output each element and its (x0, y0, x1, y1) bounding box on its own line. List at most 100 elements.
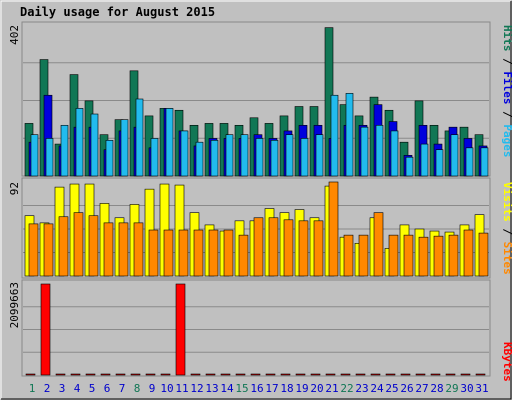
kbytes-bar (370, 373, 381, 376)
day-label: 22 (340, 382, 353, 395)
kbytes-bar (430, 373, 441, 376)
legend-hits: Hits (501, 25, 512, 52)
pages-bar (255, 138, 264, 177)
visits-panel-ymax-label: 92 (8, 182, 21, 195)
kbytes-panel-plot-area (21, 279, 491, 377)
sites-bar (373, 212, 384, 277)
kbytes-bar (295, 373, 306, 376)
pages-bar (150, 138, 159, 177)
sites-bar (448, 234, 459, 277)
kbytes-bar (355, 373, 366, 376)
sites-bar (28, 223, 39, 277)
hits-panel-legend: Hits / Files / Pages (501, 25, 512, 158)
pages-bar (285, 134, 294, 177)
day-label: 30 (460, 382, 473, 395)
pages-bar (135, 98, 144, 177)
sites-bar (328, 181, 339, 277)
day-label: 28 (430, 382, 443, 395)
day-label: 21 (325, 382, 338, 395)
legend-pages: Pages (501, 124, 512, 157)
kbytes-bar (40, 283, 51, 376)
kbytes-bar (310, 373, 321, 376)
pages-bar (300, 138, 309, 177)
sites-bar (463, 229, 474, 277)
day-label: 18 (280, 382, 293, 395)
kbytes-bar (340, 373, 351, 376)
sites-bar (433, 235, 444, 277)
day-label: 11 (175, 382, 188, 395)
kbytes-bar (385, 373, 396, 376)
kbytes-bar (115, 373, 126, 376)
pages-bar (105, 140, 114, 177)
sites-bar (223, 229, 234, 277)
pages-bar (450, 134, 459, 177)
day-label: 1 (29, 382, 36, 395)
kbytes-panel-ymax-label: 2099663 (8, 282, 21, 328)
hits-panel: 402 Hits / Files / Pages (8, 21, 512, 177)
kbytes-bar (280, 373, 291, 376)
kbytes-bar (325, 373, 336, 376)
day-label: 12 (190, 382, 203, 395)
kbytes-bar (220, 373, 231, 376)
sites-bar (208, 229, 219, 277)
day-label: 29 (445, 382, 458, 395)
hits-panel-ymax-label: 402 (8, 25, 21, 45)
kbytes-bar (205, 373, 216, 376)
kbytes-bar (265, 373, 276, 376)
day-label: 17 (265, 382, 278, 395)
pages-bar (195, 141, 204, 177)
sites-bar (418, 236, 429, 277)
sites-bar (193, 229, 204, 277)
day-label: 31 (475, 382, 488, 395)
legend-kbytes: KBytes (501, 342, 512, 382)
pages-bar (405, 156, 414, 177)
kbytes-bar (460, 373, 471, 376)
pages-bar (420, 143, 429, 177)
sites-bar (73, 212, 84, 277)
pages-bar (225, 134, 234, 177)
pages-bar (360, 126, 369, 177)
day-label: 7 (119, 382, 126, 395)
pages-bar (120, 119, 129, 177)
pages-bar (30, 134, 39, 177)
day-label: 15 (235, 382, 248, 395)
day-axis: 1 2 3 4 5 6 7 8 9 10 11 12 13 14 15 16 17 18 19 20 21 22 23 24 2… (29, 382, 489, 395)
day-label: 19 (295, 382, 308, 395)
pages-bar (480, 147, 489, 177)
sites-bar (43, 223, 54, 277)
sites-bar (163, 229, 174, 277)
sites-bar (283, 219, 294, 277)
pages-bar (180, 130, 189, 177)
kbytes-bar (235, 373, 246, 376)
legend-sites: Sites (501, 242, 512, 275)
pages-bar (390, 130, 399, 177)
kbytes-bar (415, 373, 426, 376)
pages-bar (345, 93, 354, 177)
day-label: 9 (149, 382, 156, 395)
pages-bar (45, 138, 54, 177)
sites-bar (268, 217, 279, 277)
day-label: 6 (104, 382, 111, 395)
legend-files: Files (501, 71, 512, 104)
visits-panel-legend: Visits / Sites (501, 182, 512, 275)
sites-bar (478, 232, 489, 277)
kbytes-bar (100, 373, 111, 376)
pages-bar (90, 113, 99, 177)
legend-separator: / (501, 105, 512, 125)
sites-bar (358, 234, 369, 277)
kbytes-bar (475, 373, 486, 376)
kbytes-bar (145, 373, 156, 376)
kbytes-bar (250, 373, 261, 376)
day-label: 5 (89, 382, 96, 395)
day-label: 23 (355, 382, 368, 395)
pages-bar (330, 94, 339, 177)
day-label: 14 (220, 382, 234, 395)
pages-bar (75, 108, 84, 177)
pages-bar (435, 149, 444, 177)
sites-bar (253, 217, 264, 277)
kbytes-panel: 2099663 KBytes (8, 279, 512, 382)
day-label: 24 (370, 382, 384, 395)
kbytes-bar (25, 373, 36, 376)
